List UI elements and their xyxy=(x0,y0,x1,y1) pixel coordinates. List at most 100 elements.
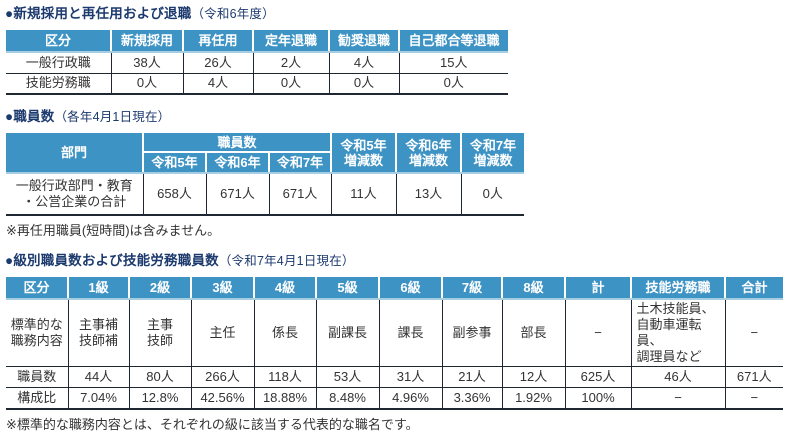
cell-count: 21人 xyxy=(441,366,502,388)
note-reappointed-excluded: ※再任用職員(短時間)は含みません。 xyxy=(6,223,221,238)
col-header-category: 区分 xyxy=(6,30,111,53)
col-header-grade-2: 2級 xyxy=(128,277,191,300)
cell-value: 671人 xyxy=(205,173,269,216)
col-header-category: 区分 xyxy=(6,277,68,300)
cell-value: 13人 xyxy=(395,173,461,216)
cell-duty: − xyxy=(724,299,783,367)
col-header-skilled-labor: 技能労務職 xyxy=(630,277,725,300)
row-label: 職員数 xyxy=(6,366,68,388)
hires-title-text: ●新規採用と再任用および退職 xyxy=(5,6,192,21)
cell-duty: − xyxy=(564,299,631,367)
cell-ratio: 7.04% xyxy=(67,387,129,410)
col-header-grade-4: 4級 xyxy=(253,277,316,300)
table-row-general-admin: 一般行政職 38人 26人 2人 4人 15人 xyxy=(6,52,508,74)
table-row-typical-duties: 標準的な 職務内容 主事補 技師補 主事 技師 主任 係長 副課長 課長 副参事… xyxy=(6,299,783,367)
cell-value: 671人 xyxy=(268,173,331,216)
grade-title-text: ●級別職員数および技能労務職員数 xyxy=(5,253,219,268)
cell-value: 658人 xyxy=(142,173,206,216)
cell-ratio: − xyxy=(724,387,783,410)
grade-title-period: （令和7年4月1日現在） xyxy=(218,254,355,268)
row-label: 構成比 xyxy=(6,387,68,410)
cell-duty: 主事 技師 xyxy=(128,299,191,367)
cell-count: 12人 xyxy=(501,366,565,388)
col-header-year-r5: 令和5年 xyxy=(142,152,206,174)
row-label: 技能労務職 xyxy=(6,73,111,95)
col-header-grade-6: 6級 xyxy=(378,277,442,300)
cell-count: 118人 xyxy=(253,366,316,388)
cell-ratio: 18.88% xyxy=(253,387,316,410)
cell-value: 38人 xyxy=(110,52,183,74)
cell-value: 0人 xyxy=(328,73,399,95)
col-header-diff-r7: 令和7年 増減数 xyxy=(460,133,524,174)
col-header-diff-r5: 令和5年 増減数 xyxy=(330,133,396,174)
hires-header-row: 区分 新規採用 再任用 定年退職 勧奨退職 自己都合等退職 xyxy=(6,30,508,53)
col-header-diff-r6: 令和6年 増減数 xyxy=(395,133,461,174)
cell-duty: 副課長 xyxy=(315,299,379,367)
cell-count: 625人 xyxy=(564,366,631,388)
cell-value: 0人 xyxy=(398,73,508,95)
hires-retirements-table: 区分 新規採用 再任用 定年退職 勧奨退職 自己都合等退職 一般行政職 38人 … xyxy=(6,30,508,95)
staff-title-period: （各年4月1日現在） xyxy=(54,110,171,124)
cell-value: 0人 xyxy=(252,73,329,95)
cell-value: 0人 xyxy=(110,73,183,95)
col-header-grade-7: 7級 xyxy=(441,277,502,300)
cell-value: 15人 xyxy=(398,52,508,74)
row-label: 標準的な 職務内容 xyxy=(6,299,68,367)
cell-count: 44人 xyxy=(67,366,129,388)
cell-count: 46人 xyxy=(630,366,725,388)
row-label: 一般行政職 xyxy=(6,52,111,74)
cell-value: 2人 xyxy=(252,52,329,74)
cell-ratio: 8.48% xyxy=(315,387,379,410)
cell-duty: 主任 xyxy=(190,299,254,367)
cell-ratio: − xyxy=(630,387,725,410)
cell-ratio: 3.36% xyxy=(441,387,502,410)
cell-value: 4人 xyxy=(182,73,253,95)
section-title-grade: ●級別職員数および技能労務職員数（令和7年4月1日現在） xyxy=(5,252,786,270)
staff-title-text: ●職員数 xyxy=(5,109,55,124)
col-header-encouraged-retire: 勧奨退職 xyxy=(328,30,399,53)
cell-value: 11人 xyxy=(330,173,396,216)
cell-ratio: 4.96% xyxy=(378,387,442,410)
table-row-skilled-labor: 技能労務職 0人 4人 0人 0人 0人 xyxy=(6,73,508,95)
cell-ratio: 12.8% xyxy=(128,387,191,410)
cell-count: 671人 xyxy=(724,366,783,388)
cell-count: 53人 xyxy=(315,366,379,388)
col-header-grade-3: 3級 xyxy=(190,277,254,300)
col-header-grand-total: 合計 xyxy=(724,277,783,300)
section-title-staff-count: ●職員数（各年4月1日現在） xyxy=(5,108,786,126)
staff-count-table: 部門 職員数 令和5年 増減数 令和6年 増減数 令和7年 増減数 令和5年 令… xyxy=(6,133,524,216)
grade-header-row: 区分 1級 2級 3級 4級 5級 6級 7級 8級 計 技能労務職 合計 xyxy=(6,277,783,300)
table-row-composition-ratio: 構成比 7.04% 12.8% 42.56% 18.88% 8.48% 4.96… xyxy=(6,387,783,410)
col-header-grade-8: 8級 xyxy=(501,277,565,300)
staff-header-row-2: 令和5年 令和6年 令和7年 xyxy=(6,152,524,174)
hires-title-period: （令和6年度） xyxy=(191,7,275,21)
cell-value: 0人 xyxy=(460,173,524,216)
cell-duty-skilled-labor: 土木技能員、 自動車運転員、 調理員など xyxy=(630,299,725,367)
cell-duty: 部長 xyxy=(501,299,565,367)
col-header-reappointed: 再任用 xyxy=(182,30,253,53)
row-label: 一般行政部門・教育 ・公営企業の合計 xyxy=(6,173,143,216)
cell-ratio: 42.56% xyxy=(190,387,254,410)
cell-duty: 係長 xyxy=(253,299,316,367)
col-header-grade-5: 5級 xyxy=(315,277,379,300)
cell-value: 4人 xyxy=(328,52,399,74)
cell-value: 26人 xyxy=(182,52,253,74)
col-header-grade-1: 1級 xyxy=(67,277,129,300)
cell-count: 80人 xyxy=(128,366,191,388)
col-header-year-r6: 令和6年 xyxy=(205,152,269,174)
col-header-mandatory-retire: 定年退職 xyxy=(252,30,329,53)
col-header-year-r7: 令和7年 xyxy=(268,152,331,174)
col-header-new-hires: 新規採用 xyxy=(110,30,183,53)
cell-ratio: 100% xyxy=(564,387,631,410)
section-title-hires: ●新規採用と再任用および退職（令和6年度） xyxy=(5,5,786,23)
table-row-total-staff: 一般行政部門・教育 ・公営企業の合計 658人 671人 671人 11人 13… xyxy=(6,173,524,216)
cell-count: 266人 xyxy=(190,366,254,388)
cell-duty: 主事補 技師補 xyxy=(67,299,129,367)
cell-duty: 副参事 xyxy=(441,299,502,367)
grade-breakdown-table: 区分 1級 2級 3級 4級 5級 6級 7級 8級 計 技能労務職 合計 標準… xyxy=(6,277,783,410)
cell-ratio: 1.92% xyxy=(501,387,565,410)
col-header-department: 部門 xyxy=(6,133,143,174)
col-header-subtotal: 計 xyxy=(564,277,631,300)
cell-duty: 課長 xyxy=(378,299,442,367)
cell-count: 31人 xyxy=(378,366,442,388)
